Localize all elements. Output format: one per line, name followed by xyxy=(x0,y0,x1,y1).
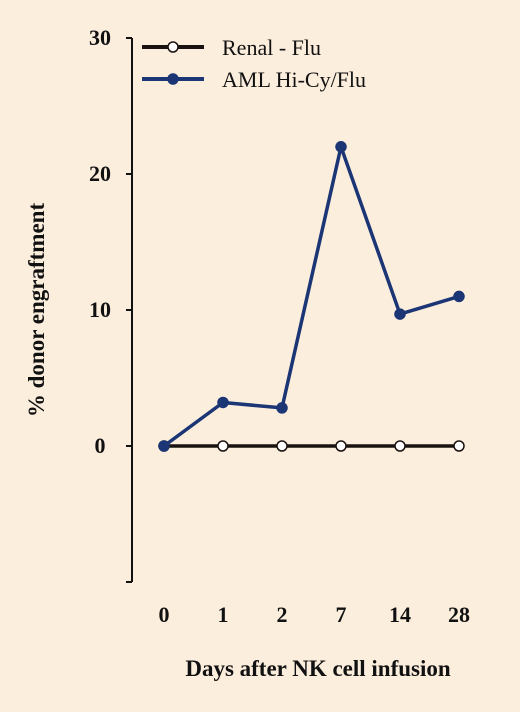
legend-item-renal: Renal - Flu xyxy=(142,35,321,60)
y-axis-ticks: 30 20 10 0 xyxy=(89,25,132,583)
x-tick-label: 14 xyxy=(389,602,411,627)
data-point xyxy=(394,440,406,452)
legend-marker-renal xyxy=(167,41,179,53)
legend-label-renal: Renal - Flu xyxy=(222,35,321,60)
data-point xyxy=(217,396,229,409)
data-point xyxy=(453,290,465,303)
x-tick-label: 7 xyxy=(336,602,347,627)
x-tick-label: 0 xyxy=(159,602,170,627)
y-tick-label: 20 xyxy=(89,161,111,186)
legend-item-aml: AML Hi-Cy/Flu xyxy=(142,67,366,92)
x-tick-label: 2 xyxy=(277,602,288,627)
series-line xyxy=(162,145,460,448)
legend-label-aml: AML Hi-Cy/Flu xyxy=(222,67,366,92)
series-layer xyxy=(158,141,465,452)
legend: Renal - Flu AML Hi-Cy/Flu xyxy=(142,35,366,92)
x-tick-label: 28 xyxy=(448,602,470,627)
data-point xyxy=(276,402,288,414)
data-point xyxy=(335,440,347,452)
data-point xyxy=(394,308,406,320)
y-tick-label: 10 xyxy=(89,297,111,322)
y-tick-label: 0 xyxy=(95,433,106,458)
data-point xyxy=(335,141,347,153)
data-point xyxy=(453,440,465,452)
y-tick-label: 30 xyxy=(89,25,111,50)
x-tick-label: 1 xyxy=(218,602,229,627)
legend-marker-aml xyxy=(167,73,179,85)
series-0 xyxy=(158,440,465,452)
data-point xyxy=(276,440,288,452)
x-axis-title: Days after NK cell infusion xyxy=(185,656,451,681)
series-1 xyxy=(158,141,465,452)
y-axis-title: % donor engraftment xyxy=(24,203,49,418)
data-point xyxy=(217,440,229,452)
data-point xyxy=(158,440,170,452)
x-axis-ticks: 0 1 2 7 14 28 xyxy=(159,602,471,627)
